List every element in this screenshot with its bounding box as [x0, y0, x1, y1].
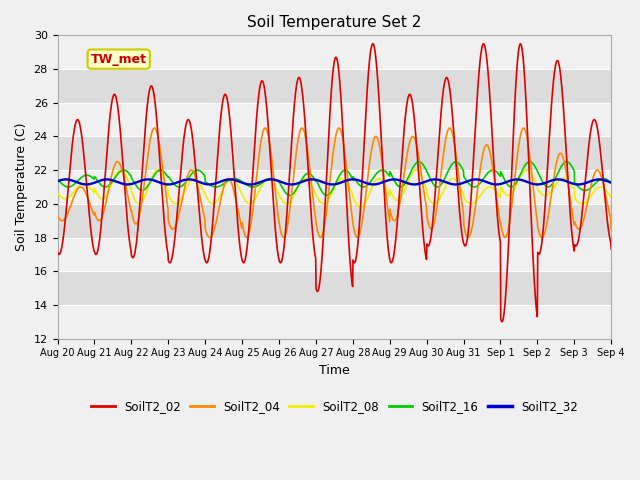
- Bar: [58, 204, 611, 238]
- X-axis label: Time: Time: [319, 364, 349, 377]
- Title: Soil Temperature Set 2: Soil Temperature Set 2: [247, 15, 422, 30]
- Bar: [58, 238, 611, 271]
- Y-axis label: Soil Temperature (C): Soil Temperature (C): [15, 123, 28, 251]
- Text: TW_met: TW_met: [91, 53, 147, 66]
- Bar: [58, 170, 611, 204]
- Legend: SoilT2_02, SoilT2_04, SoilT2_08, SoilT2_16, SoilT2_32: SoilT2_02, SoilT2_04, SoilT2_08, SoilT2_…: [86, 395, 582, 418]
- Bar: [58, 271, 611, 305]
- Bar: [58, 69, 611, 103]
- Bar: [58, 36, 611, 69]
- Bar: [58, 305, 611, 338]
- Bar: [58, 103, 611, 136]
- Bar: [58, 136, 611, 170]
